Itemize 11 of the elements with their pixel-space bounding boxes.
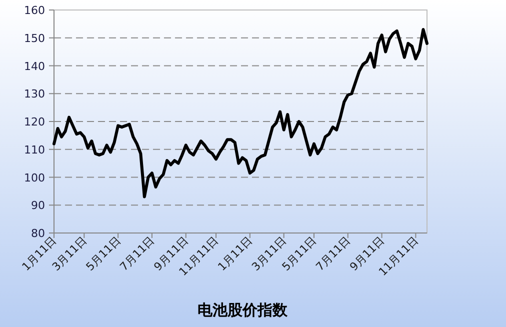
y-tick-label: 100	[24, 171, 45, 184]
y-tick-label: 130	[24, 88, 45, 101]
y-tick-label: 90	[31, 199, 45, 212]
y-tick-label: 120	[24, 116, 45, 128]
y-tick-label: 140	[24, 60, 45, 73]
x-axis-title: 电池股价指数	[198, 301, 288, 319]
y-tick-label: 110	[24, 143, 45, 156]
y-tick-label: 80	[31, 227, 45, 240]
line-series	[52, 28, 428, 198]
y-tick-label: 150	[24, 32, 45, 45]
y-tick-label: 160	[24, 4, 45, 17]
